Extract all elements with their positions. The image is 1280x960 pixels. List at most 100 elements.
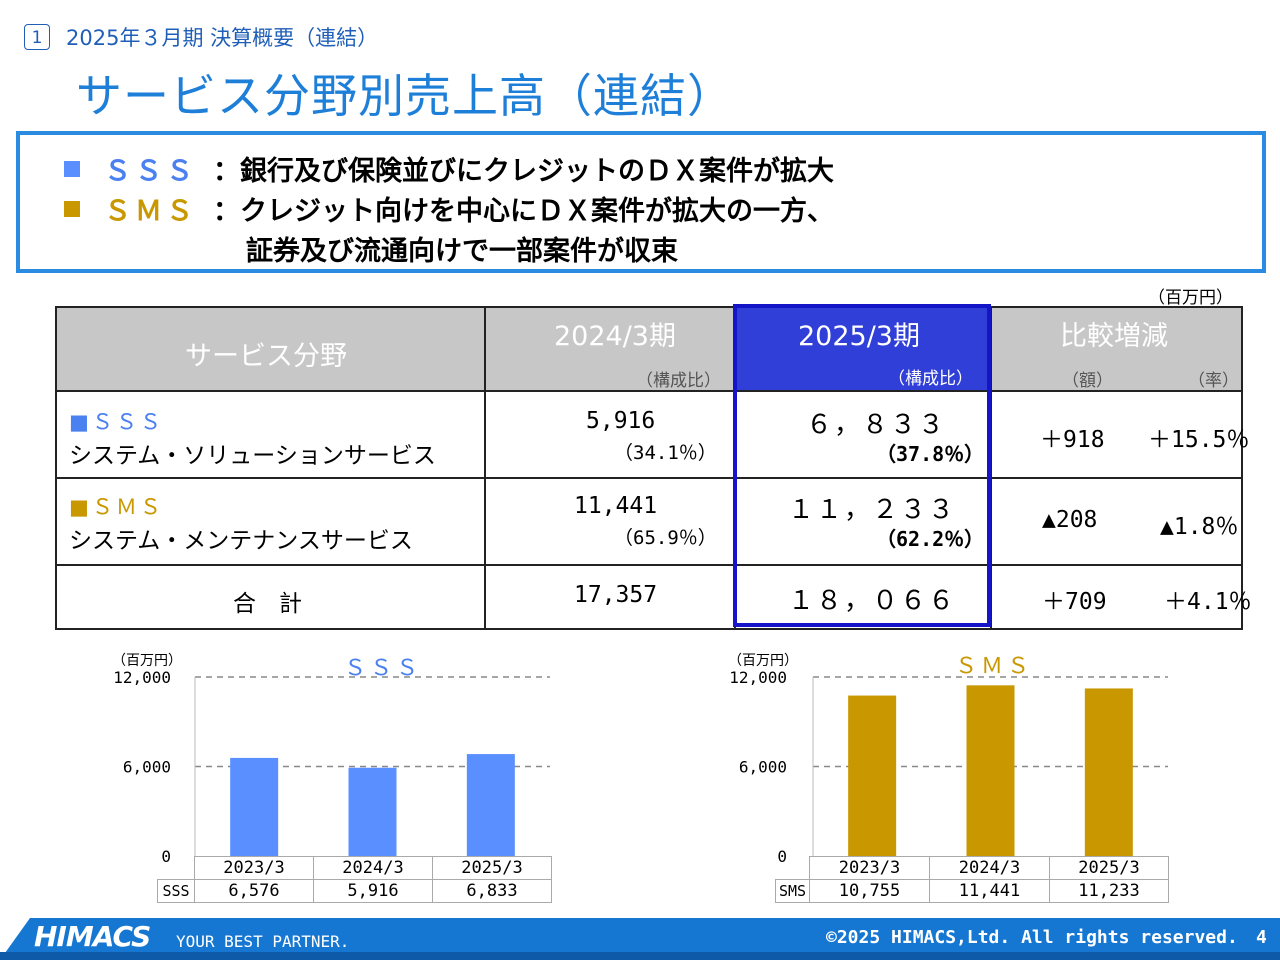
value-label: 10,755 [809, 879, 930, 903]
section-title: 2025年３月期 決算概要（連結） [66, 26, 379, 50]
y-tick-label: 0 [777, 847, 787, 865]
header-diff: 比較増減 （額） （率） [990, 306, 1243, 392]
category-label: 2023/3 [194, 856, 314, 880]
footer-bar [0, 952, 1280, 960]
summary-sss-text: ：銀行及び保険並びにクレジットのＤＸ案件が拡大 [213, 156, 834, 187]
row-diff-rate: ＋15.5％ [1148, 427, 1250, 453]
y-tick-label: 6,000 [739, 758, 787, 777]
header-diff-amount: （額） [1062, 371, 1113, 391]
category-label: 2024/3 [929, 856, 1050, 880]
value-label: 5,916 [313, 879, 433, 903]
sss-chart-table: 2023/3 2024/3 2025/3 SSS 6,576 5,916 6,8… [157, 856, 552, 903]
value-label: 11,441 [929, 879, 1050, 903]
category-label: 2025/3 [432, 856, 552, 880]
summary-sss-line: ＳＳＳ ：銀行及び保険並びにクレジットのＤＸ案件が拡大 [64, 149, 834, 188]
total-prev: 17,357 [484, 564, 736, 630]
table-unit: （百万円） [1148, 288, 1233, 308]
value-label: 11,233 [1049, 879, 1169, 903]
page-title: サービス分野別売上高（連結） [76, 69, 734, 123]
category-label: 2023/3 [809, 856, 930, 880]
row-name: システム・メンテナンスサービス [69, 528, 413, 554]
row-prev: 11,441 （65.9％） [484, 477, 736, 566]
sales-table: サービス分野 2024/3期 （構成比） 2025/3期 （構成比） 比較増減 … [55, 306, 1252, 630]
y-tick-label: 12,000 [113, 668, 171, 687]
total-diff: ＋709 ＋4.1％ [990, 564, 1252, 630]
total-diff-rate: ＋4.1％ [1164, 589, 1252, 615]
bar [348, 767, 397, 856]
row-code: ＳＭＳ [91, 495, 164, 519]
header-prev-sub: （構成比） [636, 371, 721, 391]
total-diff-amount: ＋709 [1042, 589, 1107, 615]
row-prev-value: 11,441 [574, 493, 658, 519]
row-diff: ＋918 ＋15.5％ [990, 390, 1249, 479]
header-curr: 2025/3期 （構成比） [734, 306, 992, 392]
category-label: 2025/3 [1049, 856, 1169, 880]
row-prev: 5,916 （34.1％） [484, 390, 736, 479]
row-curr: ６，８３３ （37.8％） [734, 390, 992, 479]
total-curr: １８，０６６ [734, 564, 992, 630]
row-diff: ▲208 ▲1.8％ [990, 477, 1243, 566]
row-curr-ratio: （62.2％） [876, 527, 985, 551]
table-row: ■ＳＭＳ システム・メンテナンスサービス 11,441 （65.9％） １１，２… [55, 477, 1243, 566]
sss-square-icon [64, 161, 80, 177]
value-label: 6,576 [194, 879, 314, 903]
header-prev: 2024/3期 （構成比） [484, 306, 736, 392]
page-number: 4 [1256, 927, 1267, 948]
section-number-badge: 1 [24, 24, 50, 50]
summary-sms-text-2: 証券及び流通向けで一部案件が収束 [246, 236, 678, 267]
empty-cell [775, 856, 810, 880]
series-label: SSS [157, 879, 195, 903]
y-tick-label: 0 [161, 847, 171, 865]
sms-chart-title: ＳＭＳ [955, 654, 1034, 679]
footer-copyright: ©2025 HIMACS,Ltd. All rights reserved. [826, 927, 1238, 948]
sss-chart-unit: （百万円） [112, 653, 182, 669]
table-total-row: 合 計 17,357 １８，０６６ ＋709 ＋4.1％ [55, 564, 1252, 630]
table-row: ■ＳＳＳ システム・ソリューションサービス 5,916 （34.1％） ６，８３… [55, 390, 1249, 479]
y-tick-label: 12,000 [729, 668, 787, 687]
summary-sss-label: ＳＳＳ [104, 156, 197, 187]
footer-tagline: YOUR BEST PARTNER. [176, 932, 350, 951]
total-label-cell: 合 計 [55, 564, 486, 630]
header-prev-label: 2024/3期 [554, 321, 676, 352]
value-label: 6,833 [432, 879, 552, 903]
summary-sms-line: ＳＭＳ ：クレジット向けを中心にＤＸ案件が拡大の一方、 [64, 189, 834, 228]
sms-square-icon [64, 201, 80, 217]
row-curr-value: ６，８３３ [806, 410, 947, 440]
row-prev-ratio: （65.9％） [614, 527, 717, 549]
header-curr-label: 2025/3期 [798, 321, 920, 352]
bar [966, 685, 1015, 856]
row-label: ■ＳＳＳ システム・ソリューションサービス [55, 390, 486, 479]
bar [848, 695, 897, 856]
row-label: ■ＳＭＳ システム・メンテナンスサービス [55, 477, 486, 566]
series-label: SMS [775, 879, 810, 903]
y-tick-label: 6,000 [123, 758, 171, 777]
row-prev-value: 5,916 [586, 408, 656, 434]
row-diff-amount: ＋918 [1040, 427, 1105, 453]
sms-chart: 12,000 6,000 0 [729, 668, 1168, 865]
header-field: サービス分野 [55, 306, 486, 392]
table-header-row: サービス分野 2024/3期 （構成比） 2025/3期 （構成比） 比較増減 … [55, 306, 1243, 392]
row-prev-ratio: （34.1％） [614, 442, 717, 464]
header-diff-label: 比較増減 [1060, 321, 1168, 352]
category-label: 2024/3 [313, 856, 433, 880]
row-curr-value: １１，２３３ [788, 495, 957, 525]
total-prev-value: 17,357 [574, 582, 658, 608]
sms-chart-table: 2023/3 2024/3 2025/3 SMS 10,755 11,441 1… [775, 856, 1169, 903]
summary-box: ＳＳＳ ：銀行及び保険並びにクレジットのＤＸ案件が拡大 ＳＭＳ ：クレジット向けを中… [16, 131, 1266, 273]
row-name: システム・ソリューションサービス [69, 443, 436, 469]
header-curr-sub: （構成比） [888, 369, 973, 389]
summary-sms-label: ＳＭＳ [104, 196, 197, 227]
row-diff-amount: ▲208 [1042, 507, 1098, 533]
sss-chart: 12,000 6,000 0 [113, 668, 550, 865]
total-curr-value: １８，０６６ [788, 586, 957, 616]
bar [230, 757, 279, 856]
sms-chart-unit: （百万円） [728, 653, 798, 669]
total-label: 合 計 [233, 591, 302, 617]
bar [466, 754, 515, 856]
row-square-icon: ■ [69, 495, 92, 519]
empty-cell [157, 856, 195, 880]
summary-sms-text: ：クレジット向けを中心にＤＸ案件が拡大の一方、 [213, 196, 834, 227]
row-square-icon: ■ [69, 410, 92, 434]
footer-logo: HIMACS [34, 920, 151, 953]
bar [1084, 688, 1133, 856]
